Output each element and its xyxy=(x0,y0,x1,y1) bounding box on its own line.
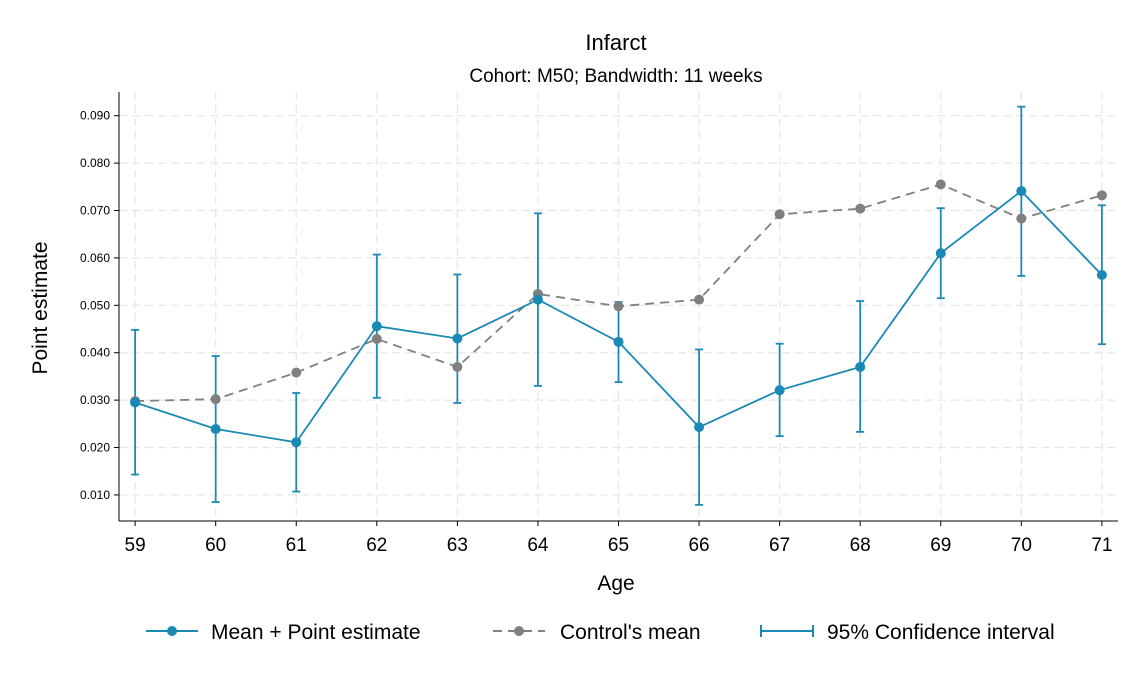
point-mean-estimate xyxy=(1096,269,1107,280)
y-tick-label: 0.030 xyxy=(80,393,110,407)
point-mean-estimate xyxy=(452,333,463,344)
x-tick-label: 70 xyxy=(1011,535,1032,556)
chart-title: Infarct xyxy=(585,30,646,55)
point-control-mean xyxy=(935,179,946,190)
x-tick-label: 63 xyxy=(447,535,468,556)
x-tick-label: 71 xyxy=(1091,535,1112,556)
point-control-mean xyxy=(694,294,705,305)
x-tick-label: 59 xyxy=(125,535,146,556)
point-mean-estimate xyxy=(371,321,382,332)
point-control-mean xyxy=(613,301,624,312)
legend-label-control: Control's mean xyxy=(560,621,701,644)
point-mean-estimate xyxy=(130,397,141,408)
x-tick-label: 68 xyxy=(850,535,871,556)
point-control-mean xyxy=(291,367,302,378)
point-control-mean xyxy=(855,203,866,214)
point-mean-estimate xyxy=(1016,186,1027,197)
x-tick-label: 62 xyxy=(366,535,387,556)
x-tick-label: 64 xyxy=(527,535,549,556)
point-control-mean xyxy=(452,361,463,372)
y-tick-label: 0.010 xyxy=(80,488,110,502)
chart-subtitle: Cohort: M50; Bandwidth: 11 weeks xyxy=(469,66,762,87)
point-control-mean xyxy=(774,209,785,220)
point-mean-estimate xyxy=(210,424,221,435)
x-tick-label: 60 xyxy=(205,535,226,556)
point-control-mean xyxy=(1016,213,1027,224)
axes: 0.010 0.020 0.030 0.040 0.050 0.060 0.070 0.080… xyxy=(80,92,1118,556)
y-tick-label: 0.020 xyxy=(80,441,110,455)
point-control-mean xyxy=(210,394,221,405)
point-mean-estimate xyxy=(694,422,705,433)
point-mean-estimate xyxy=(291,437,302,448)
series-lines xyxy=(130,179,1107,448)
legend: Mean + Point estimate Control's mean 95%… xyxy=(146,621,1055,644)
y-axis-label: Point estimate xyxy=(29,241,52,374)
point-mean-estimate xyxy=(855,361,866,372)
y-tick-label: 0.050 xyxy=(80,298,110,312)
y-tick-label: 0.080 xyxy=(80,156,110,170)
legend-label-ci: 95% Confidence interval xyxy=(827,621,1055,644)
y-tick-label: 0.070 xyxy=(80,204,110,218)
legend-label-mean: Mean + Point estimate xyxy=(211,621,421,644)
legend-marker-control xyxy=(514,626,524,636)
x-tick-label: 65 xyxy=(608,535,629,556)
legend-item-ci: 95% Confidence interval xyxy=(760,621,1055,644)
x-tick-label: 66 xyxy=(688,535,709,556)
point-control-mean xyxy=(1096,190,1107,201)
point-mean-estimate xyxy=(774,385,785,396)
point-mean-estimate xyxy=(935,248,946,259)
point-mean-estimate xyxy=(532,294,543,305)
legend-item-mean-point-estimate: Mean + Point estimate xyxy=(146,621,421,644)
x-tick-label: 69 xyxy=(930,535,951,556)
y-tick-label: 0.090 xyxy=(80,109,110,123)
point-control-mean xyxy=(371,333,382,344)
x-tick-label: 61 xyxy=(286,535,307,556)
legend-marker-mean xyxy=(167,626,177,636)
x-axis-label: Age xyxy=(597,572,634,595)
x-tick-label: 67 xyxy=(769,535,790,556)
point-mean-estimate xyxy=(613,336,624,347)
legend-item-control-mean: Control's mean xyxy=(493,621,701,644)
y-tick-label: 0.060 xyxy=(80,251,110,265)
y-tick-label: 0.040 xyxy=(80,346,110,360)
